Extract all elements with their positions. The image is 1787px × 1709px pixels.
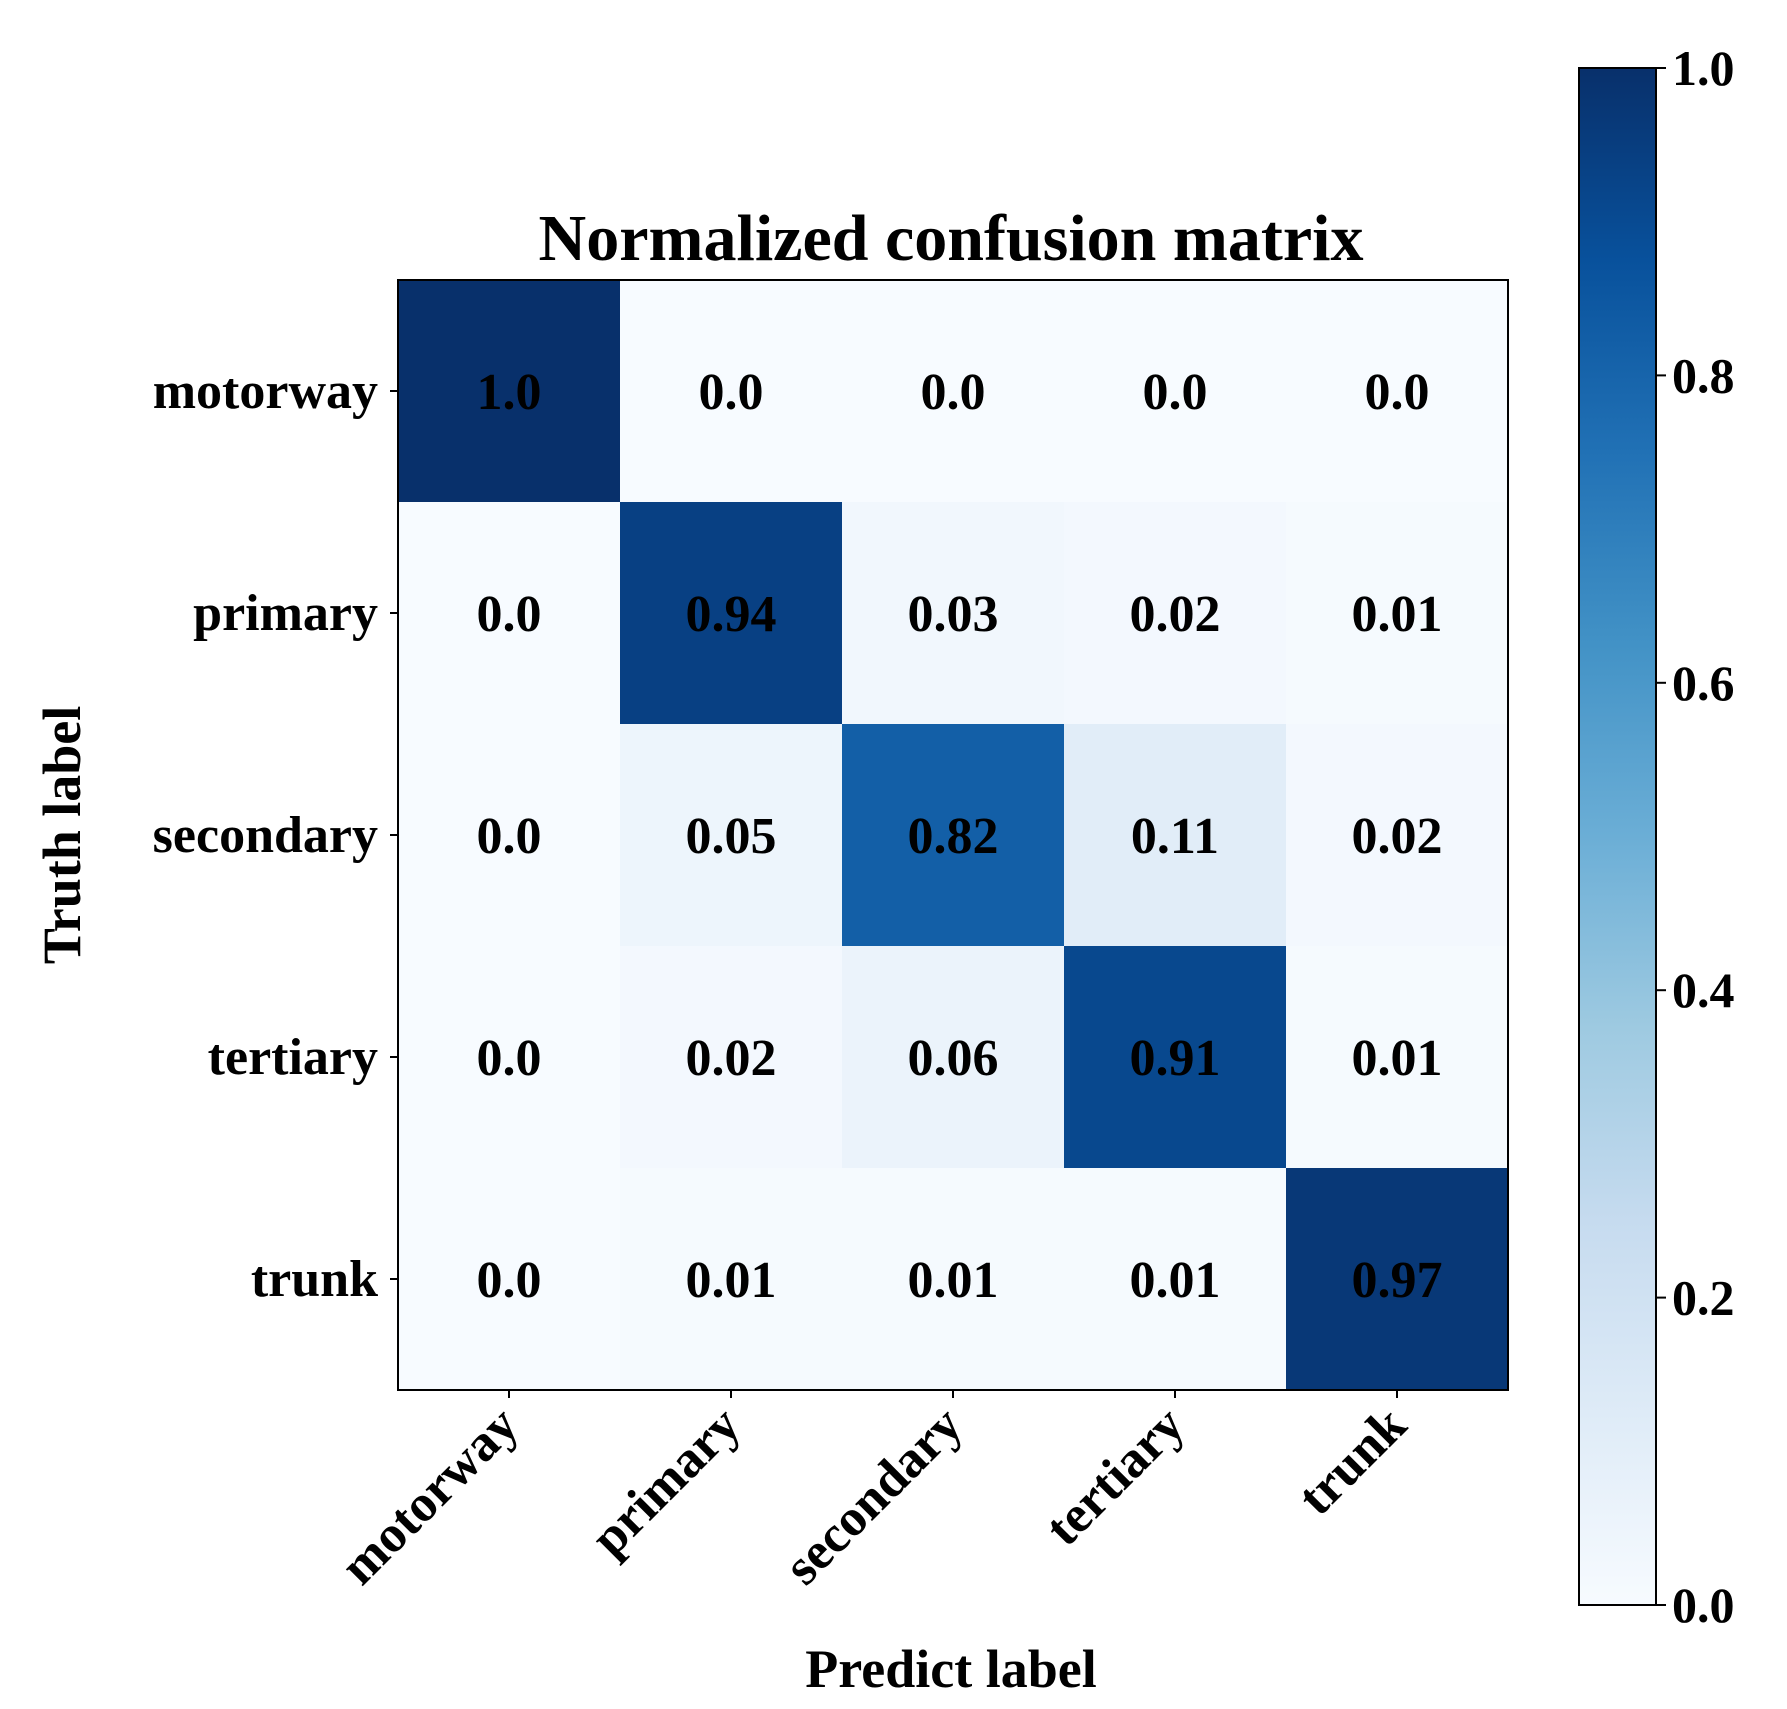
colorbar-ticks: 0.0 0.2 0.4 0.6 0.8 1.0 xyxy=(1656,40,1735,1633)
cell-value-label: 0.94 xyxy=(686,586,777,643)
cell-value-label: 0.01 xyxy=(1352,586,1443,643)
x-axis-ticks: motorway primary secondary tertiary trunk xyxy=(330,1390,1418,1596)
colorbar-tick-label: 0.8 xyxy=(1672,347,1735,403)
heatmap-cell-motorway-motorway xyxy=(398,280,621,503)
heatmap-cell-trunk-trunk xyxy=(1286,1168,1509,1391)
heatmap-cell-primary-primary xyxy=(620,502,843,725)
x-tick-label-secondary: secondary xyxy=(774,1396,974,1596)
heatmap-cell-motorway-trunk xyxy=(1286,280,1509,503)
cell-value-label: 0.0 xyxy=(1365,364,1430,421)
colorbar-tick-label: 0.4 xyxy=(1672,962,1735,1018)
heatmap-cell-motorway-secondary xyxy=(842,280,1065,503)
chart-title: Normalized confusion matrix xyxy=(539,202,1364,275)
colorbar-tick-label: 1.0 xyxy=(1672,40,1735,96)
heatmap-cell-tertiary-trunk xyxy=(1286,946,1509,1169)
cell-value-label: 0.05 xyxy=(686,808,777,865)
cell-value-label: 0.0 xyxy=(477,808,542,865)
heatmap-cell-tertiary-primary xyxy=(620,946,843,1169)
cell-value-label: 0.11 xyxy=(1131,808,1219,865)
cell-value-label: 0.01 xyxy=(1352,1030,1443,1087)
y-axis-label: Truth label xyxy=(32,706,92,965)
heatmap-cell-primary-secondary xyxy=(842,502,1065,725)
heatmap-cell-secondary-primary xyxy=(620,724,843,947)
cell-value-label: 0.02 xyxy=(686,1030,777,1087)
heatmap-cell-secondary-tertiary xyxy=(1064,724,1287,947)
colorbar-tick-label: 0.0 xyxy=(1672,1577,1735,1633)
cell-value-label: 0.0 xyxy=(699,364,764,421)
cell-value-label: 0.02 xyxy=(1130,586,1221,643)
colorbar-tick-label: 0.6 xyxy=(1672,655,1735,711)
cell-value-label: 1.0 xyxy=(477,364,542,421)
heatmap-cell-trunk-secondary xyxy=(842,1168,1065,1391)
x-axis-label: Predict label xyxy=(805,1639,1096,1699)
cell-value-label: 0.97 xyxy=(1352,1252,1443,1309)
x-tick-label-tertiary: tertiary xyxy=(1035,1396,1196,1557)
heatmap-cell-secondary-motorway xyxy=(398,724,621,947)
colorbar-tick-label: 0.2 xyxy=(1672,1270,1735,1326)
cell-value-label: 0.01 xyxy=(1130,1252,1221,1309)
cell-value-label: 0.06 xyxy=(908,1030,999,1087)
cell-value-label: 0.02 xyxy=(1352,808,1443,865)
cell-value-label: 0.0 xyxy=(1143,364,1208,421)
heatmap-cell-trunk-tertiary xyxy=(1064,1168,1287,1391)
heatmap-cell-primary-trunk xyxy=(1286,502,1509,725)
cell-value-label: 0.03 xyxy=(908,586,999,643)
cell-value-label: 0.91 xyxy=(1130,1030,1221,1087)
x-tick-label-motorway: motorway xyxy=(330,1396,530,1596)
heatmap-cell-trunk-motorway xyxy=(398,1168,621,1391)
heatmap-cell-motorway-primary xyxy=(620,280,843,503)
heatmap-cell-trunk-primary xyxy=(620,1168,843,1391)
cell-value-label: 0.0 xyxy=(477,586,542,643)
y-tick-label-motorway: motorway xyxy=(153,363,378,420)
heatmap-cell-motorway-tertiary xyxy=(1064,280,1287,503)
y-tick-label-secondary: secondary xyxy=(153,807,378,864)
cell-value-label: 0.0 xyxy=(477,1252,542,1309)
y-axis-ticks: motorway primary secondary tertiary trunk xyxy=(153,363,398,1308)
x-tick-label-trunk: trunk xyxy=(1287,1396,1417,1526)
colorbar xyxy=(1578,67,1657,1606)
heatmap-cell-tertiary-secondary xyxy=(842,946,1065,1169)
y-tick-label-primary: primary xyxy=(193,585,378,642)
heatmap-cell-secondary-trunk xyxy=(1286,724,1509,947)
y-tick-label-trunk: trunk xyxy=(251,1251,378,1308)
cell-value-label: 0.0 xyxy=(921,364,986,421)
heatmap-cell-tertiary-tertiary xyxy=(1064,946,1287,1169)
cell-value-label: 0.82 xyxy=(908,808,999,865)
cell-value-label: 0.0 xyxy=(477,1030,542,1087)
y-tick-label-tertiary: tertiary xyxy=(208,1029,378,1086)
heatmap-cell-primary-motorway xyxy=(398,502,621,725)
heatmap-cell-tertiary-motorway xyxy=(398,946,621,1169)
heatmap-cell-secondary-secondary xyxy=(842,724,1065,947)
cell-value-label: 0.01 xyxy=(686,1252,777,1309)
cell-value-labels: 1.0 0.0 0.0 0.0 0.0 0.0 0.94 0.03 0.02 0.01 0.0 0.0… xyxy=(477,364,1443,1309)
heatmap-cells xyxy=(398,280,1509,1391)
heatmap-cell-primary-tertiary xyxy=(1064,502,1287,725)
cell-value-label: 0.01 xyxy=(908,1252,999,1309)
x-tick-label-primary: primary xyxy=(580,1396,751,1567)
